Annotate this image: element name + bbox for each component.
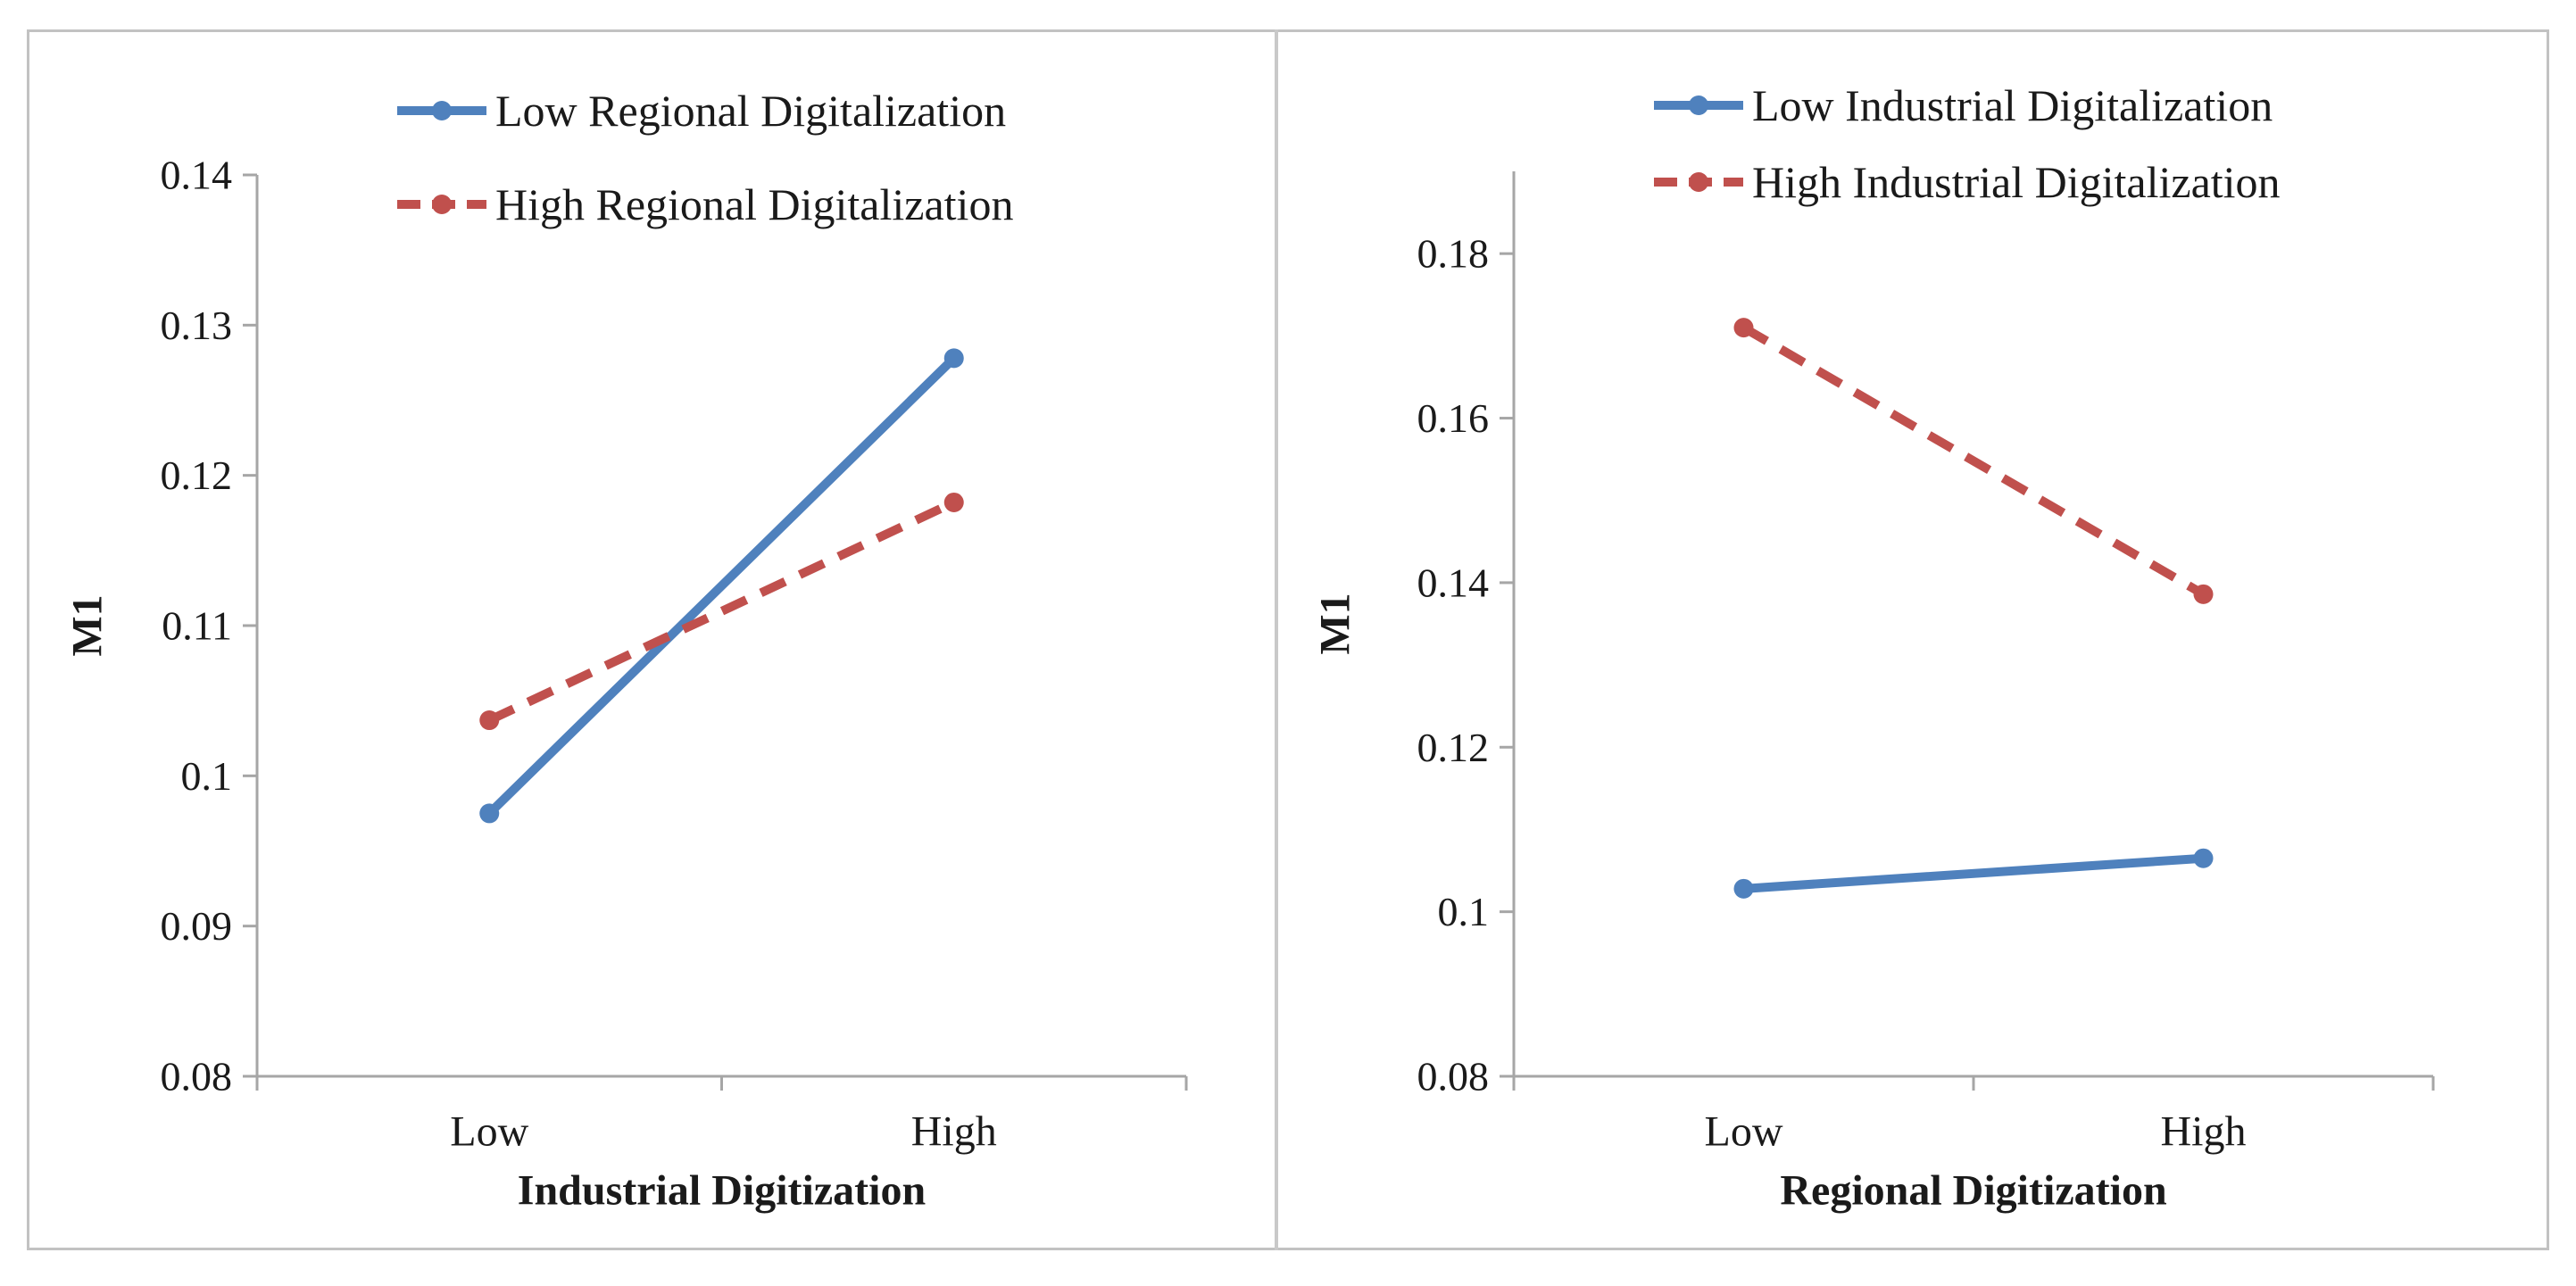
y-tick-label: 0.14 — [1417, 560, 1490, 605]
legend-label: High Regional Digitalization — [495, 179, 1013, 229]
y-tick-label: 0.08 — [161, 1054, 233, 1099]
series-line — [1743, 853, 2204, 893]
x-category-label: Low — [450, 1108, 528, 1156]
y-tick-label: 0.12 — [161, 452, 233, 498]
data-point-marker — [943, 348, 964, 369]
y-tick-label: 0.08 — [1417, 1054, 1490, 1099]
data-point-marker — [2193, 584, 2214, 604]
y-tick-label: 0.13 — [161, 303, 233, 348]
y-axis-title: M1 — [1312, 593, 1359, 654]
y-tick-label: 0.18 — [1417, 231, 1490, 277]
figure-border — [27, 29, 2549, 1250]
x-axis-title: Regional Digitization — [1780, 1167, 2166, 1215]
series-line — [1741, 323, 2206, 599]
y-tick-label: 0.16 — [1417, 395, 1490, 441]
panel-divider — [1275, 29, 1278, 1250]
legend-label: Low Industrial Digitalization — [1752, 80, 2273, 130]
y-tick-label: 0.14 — [161, 153, 233, 198]
y-tick-label: 0.12 — [1417, 725, 1490, 770]
legend-marker — [1689, 172, 1708, 192]
series-line — [487, 498, 956, 725]
chart-panel-right: 0.18 0.16 0.14 0.12 0.1 0.08 Low High Regional D… — [1276, 29, 2549, 1250]
y-tick-label: 0.1 — [181, 753, 233, 799]
chart-right-svg: 0.18 0.16 0.14 0.12 0.1 0.08 Low High Regional D… — [1312, 80, 2435, 1215]
data-point-marker — [2193, 848, 2214, 868]
data-point-marker — [479, 710, 500, 731]
chart-left-svg: 0.14 0.13 0.12 0.11 0.1 0.09 0.08 Low High Indust… — [64, 86, 1188, 1215]
series-line — [486, 354, 958, 817]
x-axis-title: Industrial Digitization — [518, 1167, 926, 1215]
data-point-marker — [1733, 318, 1754, 338]
legend-marker — [1689, 95, 1708, 115]
y-tick-label: 0.11 — [162, 603, 232, 649]
data-point-marker — [479, 803, 500, 824]
y-axis-title: M1 — [64, 594, 112, 656]
legend-label: High Industrial Digitalization — [1752, 157, 2281, 207]
legend-marker — [432, 101, 452, 120]
legend-label: Low Regional Digitalization — [495, 86, 1006, 136]
x-category-label: Low — [1705, 1108, 1783, 1156]
x-category-label: High — [2161, 1108, 2247, 1156]
y-tick-label: 0.1 — [1438, 889, 1490, 934]
chart-panel-left: 0.14 0.13 0.12 0.11 0.1 0.09 0.08 Low High Indust… — [27, 29, 1276, 1250]
y-tick-label: 0.09 — [161, 903, 233, 949]
x-category-label: High — [911, 1108, 997, 1156]
data-point-marker — [1733, 878, 1754, 899]
data-point-marker — [943, 492, 964, 512]
legend-marker — [432, 195, 452, 214]
